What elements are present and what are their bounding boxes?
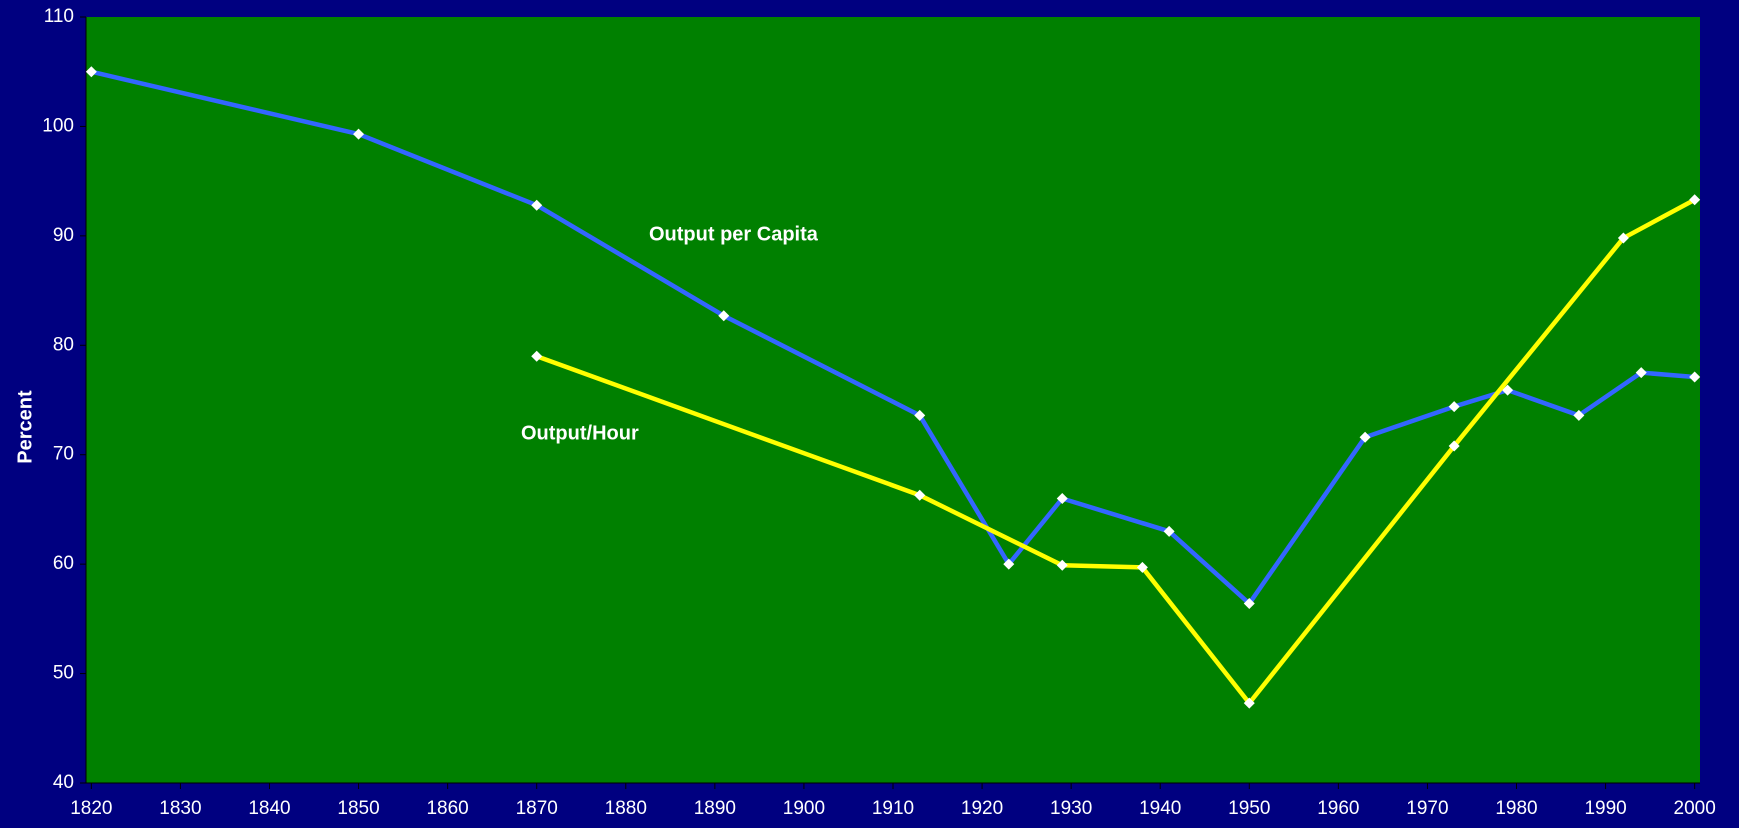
marker [1689, 194, 1701, 206]
x-tick-label: 1850 [337, 798, 379, 819]
marker [1573, 409, 1585, 421]
marker [531, 199, 543, 211]
line-series [535, 197, 1696, 706]
x-tick-label: 1840 [248, 798, 290, 819]
x-tick-label: 1950 [1228, 798, 1270, 819]
marker [1635, 367, 1647, 379]
x-tick-label: 1980 [1495, 798, 1537, 819]
y-tick-label: 100 [42, 115, 74, 136]
marker [1617, 232, 1629, 244]
x-tick-label: 1920 [961, 798, 1003, 819]
marker [1243, 697, 1255, 709]
marker [718, 310, 730, 322]
x-tick-label: 1930 [1050, 798, 1092, 819]
marker [914, 489, 926, 501]
x-tick-label: 1990 [1584, 798, 1626, 819]
x-tick-label: 1830 [159, 798, 201, 819]
marker [85, 66, 97, 78]
marker [1056, 492, 1068, 504]
y-tick-label: 50 [53, 663, 74, 684]
annotation: Output per Capita [649, 223, 819, 245]
marker [1448, 401, 1460, 413]
x-tick-label: 2000 [1674, 798, 1716, 819]
x-tick-label: 1820 [70, 798, 112, 819]
marker [1359, 431, 1371, 443]
x-tick-label: 1860 [426, 798, 468, 819]
marker [1448, 440, 1460, 452]
marker [353, 128, 365, 140]
x-tick-label: 1940 [1139, 798, 1181, 819]
marker [1003, 558, 1015, 570]
annotation: Output/Hour [521, 422, 639, 444]
y-tick-label: 60 [53, 553, 74, 574]
y-tick-label: 70 [53, 444, 74, 465]
x-tick-label: 1970 [1406, 798, 1448, 819]
x-tick-label: 1910 [872, 798, 914, 819]
marker [914, 409, 926, 421]
y-tick-label: 80 [53, 334, 74, 355]
marker [531, 350, 543, 362]
x-tick-label: 1960 [1317, 798, 1359, 819]
y-tick-label: 110 [44, 6, 74, 27]
x-tick-label: 1870 [516, 798, 558, 819]
marker [1689, 371, 1701, 383]
marker [1502, 384, 1514, 396]
marker [1163, 525, 1175, 537]
marker [1243, 598, 1255, 610]
x-tick-label: 1900 [783, 798, 825, 819]
y-axis-label: Percent [14, 390, 36, 464]
y-tick-label: 90 [53, 225, 74, 246]
y-tick-label: 40 [53, 772, 74, 793]
marker [1136, 561, 1148, 573]
x-tick-label: 1880 [605, 798, 647, 819]
marker [1056, 559, 1068, 571]
x-tick-label: 1890 [694, 798, 736, 819]
